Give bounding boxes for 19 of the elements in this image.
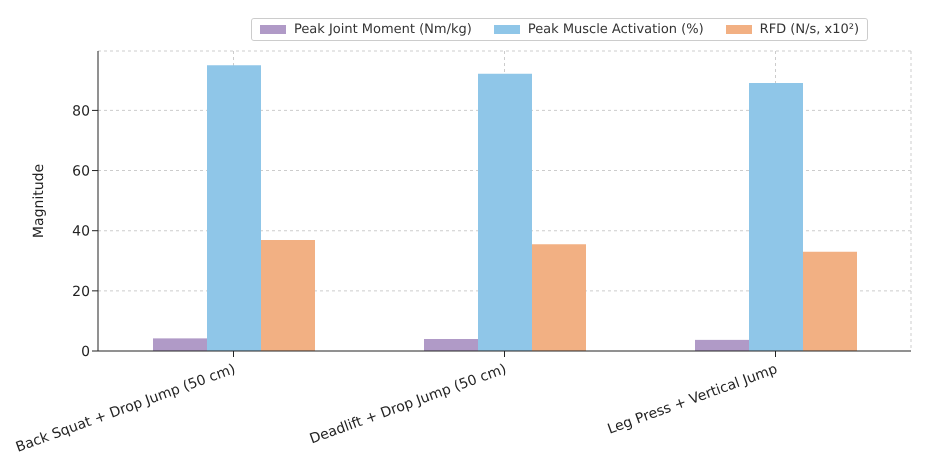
bar xyxy=(153,338,207,351)
bar xyxy=(478,74,532,351)
bar xyxy=(424,338,478,351)
legend-label: RFD (N/s, x10²) xyxy=(760,22,860,37)
legend-label: Peak Joint Moment (Nm/kg) xyxy=(294,22,472,37)
legend-label: Peak Muscle Activation (%) xyxy=(528,22,704,37)
y-tick-label: 60 xyxy=(72,164,90,180)
bar xyxy=(532,244,586,351)
y-tick-label: 20 xyxy=(72,284,90,300)
bar xyxy=(803,252,857,351)
y-tick-label: 0 xyxy=(81,344,90,360)
bar xyxy=(207,65,261,351)
bar xyxy=(261,240,315,351)
y-axis-title: Magnitude xyxy=(30,164,47,238)
y-tick-label: 80 xyxy=(72,103,90,120)
bar xyxy=(695,340,749,351)
x-tick-label: Back Squat + Drop Jump (50 cm) xyxy=(14,361,238,456)
bar xyxy=(749,83,803,351)
y-tick-label: 40 xyxy=(72,224,90,240)
